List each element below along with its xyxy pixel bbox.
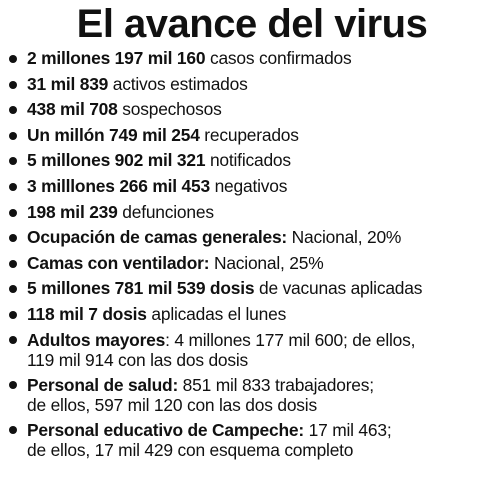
stat-item-monday-doses: 118 mil 7 dosis aplicadas el lunes — [8, 302, 496, 328]
bullet-icon — [9, 131, 17, 140]
stat-label: 851 mil 833 trabajadores; — [178, 374, 374, 395]
stats-list: 2 millones 197 mil 160 casos confirmados… — [8, 46, 496, 463]
stat-label: activos estimados — [108, 73, 248, 94]
stat-item-confirmed: 2 millones 197 mil 160 casos confirmados — [8, 46, 496, 72]
infographic-title: El avance del virus — [76, 2, 428, 46]
stat-line-1: Adultos mayores: 4 millones 177 mil 600;… — [27, 330, 496, 351]
stat-label: negativos — [209, 175, 288, 196]
bullet-icon — [9, 80, 17, 89]
bullet-icon — [9, 55, 17, 63]
stat-item-negative: 3 milllones 266 mil 453 negativos — [8, 174, 496, 200]
stat-value: Adultos mayores — [27, 329, 166, 350]
bullet-icon — [9, 335, 17, 344]
bullet-icon — [9, 380, 17, 389]
stat-line-1: Personal de salud: 851 mil 833 trabajado… — [27, 375, 496, 396]
stat-label: recuperados — [199, 124, 299, 145]
bullet-icon — [9, 208, 17, 217]
bullet-icon — [9, 106, 17, 115]
stat-label: defunciones — [117, 201, 214, 222]
stat-label: Nacional, 20% — [287, 227, 402, 248]
stat-value: 3 milllones 266 mil 453 — [27, 175, 210, 196]
stat-label: : 4 millones 177 mil 600; de ellos, — [165, 329, 416, 350]
stat-label: aplicadas el lunes — [146, 303, 287, 324]
stat-value: 118 mil 7 dosis — [27, 303, 147, 324]
stat-value: 5 millones 902 mil 321 — [27, 150, 206, 171]
stat-item-active: 31 mil 839 activos estimados — [8, 72, 496, 98]
stat-item-health-staff: Personal de salud: 851 mil 833 trabajado… — [8, 373, 496, 418]
stat-label: Nacional, 25% — [209, 252, 324, 273]
bullet-icon — [9, 425, 17, 434]
bullet-icon — [9, 259, 17, 268]
stat-value: 198 mil 239 — [27, 201, 118, 222]
stat-item-general-beds: Ocupación de camas generales: Nacional, … — [8, 225, 496, 251]
bullet-icon — [9, 285, 17, 294]
bullet-icon — [9, 310, 17, 319]
stat-value: 438 mil 708 — [27, 99, 118, 120]
stat-item-ventilator-beds: Camas con ventilador: Nacional, 25% — [8, 251, 496, 277]
stat-value: Ocupación de camas generales: — [27, 227, 288, 248]
stat-item-deaths: 198 mil 239 defunciones — [8, 200, 496, 226]
stat-item-notified: 5 millones 902 mil 321 notificados — [8, 148, 496, 174]
stat-label: 17 mil 463; — [303, 419, 392, 440]
stat-value: 2 millones 197 mil 160 — [27, 48, 206, 68]
stat-item-recovered: Un millón 749 mil 254 recuperados — [8, 123, 496, 149]
stat-label: de vacunas aplicadas — [254, 278, 423, 299]
stat-item-suspected: 438 mil 708 sospechosos — [8, 97, 496, 123]
stat-value: Personal educativo de Campeche: — [27, 419, 304, 440]
stat-item-vaccine-doses: 5 millones 781 mil 539 dosis de vacunas … — [8, 276, 496, 302]
stat-line-2: de ellos, 17 mil 429 con esquema complet… — [27, 440, 354, 461]
stat-label: casos confirmados — [205, 48, 352, 68]
stat-label: sospechosos — [117, 99, 222, 120]
stat-line-2: de ellos, 597 mil 120 con las dos dosis — [27, 395, 317, 416]
stat-line-1: Personal educativo de Campeche: 17 mil 4… — [27, 420, 496, 441]
bullet-icon — [9, 182, 17, 191]
stat-line-2: 119 mil 914 con las dos dosis — [27, 350, 249, 371]
stat-value: 31 mil 839 — [27, 73, 109, 94]
stat-label: notificados — [205, 150, 291, 171]
stat-item-older-adults: Adultos mayores: 4 millones 177 mil 600;… — [8, 328, 496, 373]
bullet-icon — [9, 234, 17, 243]
stat-value: 5 millones 781 mil 539 dosis — [27, 278, 255, 299]
stat-value: Camas con ventilador: — [27, 252, 210, 273]
stat-value: Un millón 749 mil 254 — [27, 124, 200, 145]
bullet-icon — [9, 157, 17, 166]
stat-item-education-staff: Personal educativo de Campeche: 17 mil 4… — [8, 418, 496, 463]
stat-value: Personal de salud: — [27, 374, 179, 395]
